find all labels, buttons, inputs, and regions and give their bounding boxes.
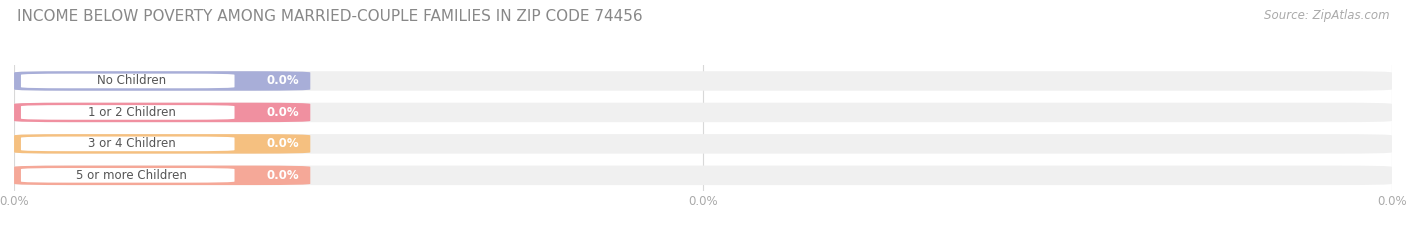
- Text: Source: ZipAtlas.com: Source: ZipAtlas.com: [1264, 9, 1389, 22]
- Text: 0.0%: 0.0%: [267, 137, 299, 150]
- FancyBboxPatch shape: [14, 166, 1392, 185]
- FancyBboxPatch shape: [14, 103, 1392, 122]
- Text: 3 or 4 Children: 3 or 4 Children: [89, 137, 176, 150]
- FancyBboxPatch shape: [14, 103, 311, 122]
- Text: No Children: No Children: [97, 75, 166, 87]
- Text: INCOME BELOW POVERTY AMONG MARRIED-COUPLE FAMILIES IN ZIP CODE 74456: INCOME BELOW POVERTY AMONG MARRIED-COUPL…: [17, 9, 643, 24]
- FancyBboxPatch shape: [14, 166, 311, 185]
- Text: 5 or more Children: 5 or more Children: [76, 169, 187, 182]
- Text: 0.0%: 0.0%: [267, 106, 299, 119]
- FancyBboxPatch shape: [14, 134, 1392, 154]
- FancyBboxPatch shape: [21, 105, 235, 120]
- FancyBboxPatch shape: [21, 137, 235, 151]
- FancyBboxPatch shape: [14, 71, 311, 91]
- FancyBboxPatch shape: [14, 134, 311, 154]
- FancyBboxPatch shape: [21, 168, 235, 183]
- FancyBboxPatch shape: [14, 71, 1392, 91]
- Text: 1 or 2 Children: 1 or 2 Children: [89, 106, 176, 119]
- Text: 0.0%: 0.0%: [267, 75, 299, 87]
- Text: 0.0%: 0.0%: [267, 169, 299, 182]
- FancyBboxPatch shape: [21, 74, 235, 88]
